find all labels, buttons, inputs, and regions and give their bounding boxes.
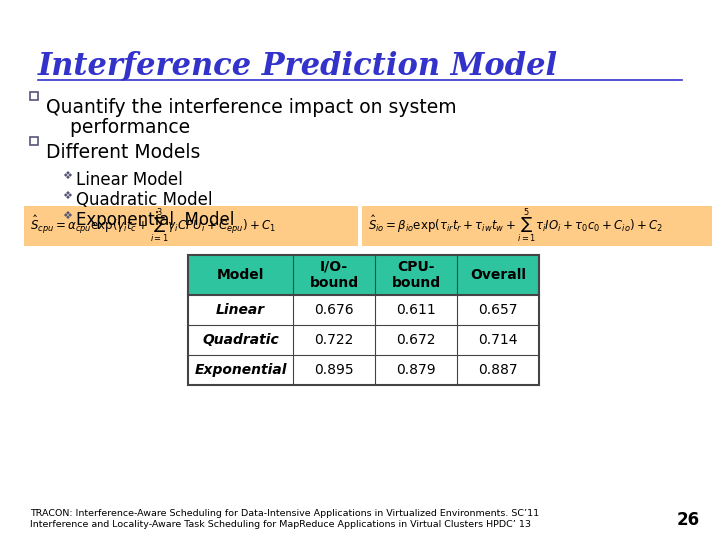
Text: 26: 26 [677, 511, 700, 529]
Bar [188, 255, 539, 295]
Text: 0.879: 0.879 [396, 363, 436, 377]
Bar [362, 206, 712, 246]
Text: Linear: Linear [216, 303, 265, 317]
Text: performance: performance [46, 118, 190, 137]
Text: ❖: ❖ [62, 171, 72, 181]
Text: Quadratic: Quadratic [202, 333, 279, 347]
Text: 0.657: 0.657 [478, 303, 518, 317]
Text: 0.895: 0.895 [314, 363, 354, 377]
Text: Quantify the interference impact on system: Quantify the interference impact on syst… [46, 98, 456, 117]
Text: I/O-
bound: I/O- bound [310, 260, 359, 290]
Bar [188, 255, 539, 385]
Text: Interference Prediction Model: Interference Prediction Model [38, 50, 558, 81]
Text: 0.714: 0.714 [478, 333, 518, 347]
Text: Overall: Overall [470, 268, 526, 282]
Text: Interference and Locality-Aware Task Scheduling for MapReduce Applications in Vi: Interference and Locality-Aware Task Sch… [30, 520, 531, 529]
Text: 0.672: 0.672 [396, 333, 436, 347]
Bar [188, 325, 539, 355]
Text: 0.611: 0.611 [396, 303, 436, 317]
Text: $\hat{S}_{cpu}=\alpha_{cpu}\exp(\gamma_i t_c+\sum_{i=1}^{3}\gamma_i CPU_i+C_{epu: $\hat{S}_{cpu}=\alpha_{cpu}\exp(\gamma_i… [30, 207, 276, 245]
Bar [24, 206, 358, 246]
Text: Different Models: Different Models [46, 143, 200, 162]
Text: Quadratic Model: Quadratic Model [76, 191, 212, 209]
Bar [188, 355, 539, 385]
Text: Exponential: Exponential [194, 363, 287, 377]
Bar [188, 295, 539, 325]
Text: 0.676: 0.676 [314, 303, 354, 317]
Text: TRACON: Interference-Aware Scheduling for Data-Intensive Applications in Virtual: TRACON: Interference-Aware Scheduling fo… [30, 509, 539, 518]
Text: 0.887: 0.887 [478, 363, 518, 377]
Text: 0.722: 0.722 [315, 333, 354, 347]
Bar [30, 92, 38, 100]
Text: ❖: ❖ [62, 211, 72, 221]
Text: CPU-
bound: CPU- bound [392, 260, 441, 290]
Bar [30, 137, 38, 145]
Text: Exponential  Model: Exponential Model [76, 211, 235, 229]
Text: Model: Model [217, 268, 264, 282]
Text: Linear Model: Linear Model [76, 171, 183, 189]
Text: ❖: ❖ [62, 191, 72, 201]
Text: $\hat{S}_{io}=\beta_{io}\exp(\tau_{ir}t_r+\tau_{iw}t_w+\sum_{i=1}^{5}\tau_i IO_i: $\hat{S}_{io}=\beta_{io}\exp(\tau_{ir}t_… [368, 207, 663, 245]
